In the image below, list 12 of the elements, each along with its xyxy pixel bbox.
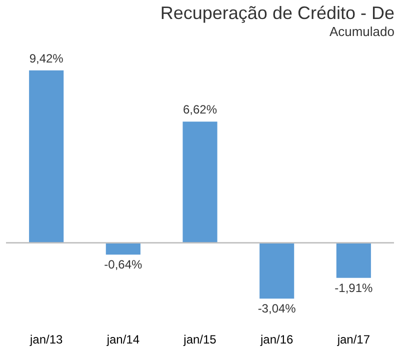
chart-title: Recuperação de Crédito - De bbox=[160, 3, 394, 23]
data-label: -1,91% bbox=[334, 280, 373, 295]
x-tick-label: jan/16 bbox=[259, 332, 294, 346]
data-label: 9,42% bbox=[29, 51, 64, 66]
data-label: -3,04% bbox=[258, 302, 296, 316]
x-tick-label: jan/17 bbox=[336, 332, 370, 346]
chart-subtitle: Acumulado bbox=[329, 24, 394, 39]
data-label: 6,62% bbox=[182, 102, 218, 117]
x-tick-label: jan/13 bbox=[28, 332, 64, 346]
x-tick-label: jan/15 bbox=[182, 332, 217, 346]
x-tick-label: jan/14 bbox=[106, 332, 140, 346]
data-label: -0,64% bbox=[104, 258, 143, 272]
